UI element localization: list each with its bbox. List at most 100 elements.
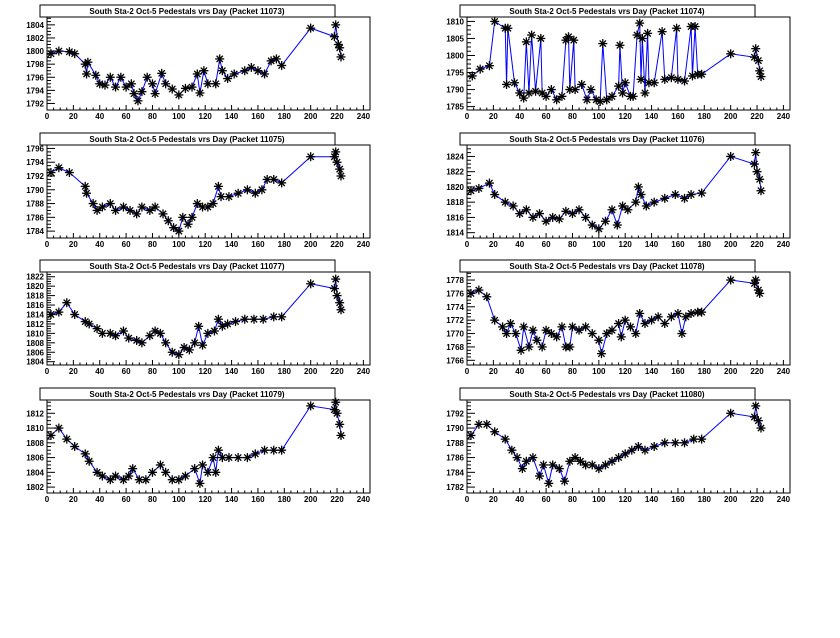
marker-stroke <box>756 67 764 75</box>
data-point <box>132 209 142 219</box>
data-point <box>582 95 592 105</box>
x-tick-label: 20 <box>489 495 498 504</box>
marker-stroke <box>476 65 484 73</box>
x-tick-label: 220 <box>330 112 344 121</box>
data-point <box>636 190 646 200</box>
data-point <box>557 91 567 101</box>
marker-stroke <box>680 77 689 85</box>
data-point <box>199 66 209 76</box>
marker-stroke <box>241 67 249 75</box>
y-tick-label: 1794 <box>26 86 44 95</box>
data-point <box>537 342 547 352</box>
marker-stroke <box>661 194 669 202</box>
data-point <box>209 326 219 336</box>
marker-stroke <box>727 152 735 161</box>
marker-stroke <box>527 31 536 39</box>
y-tick-label: 1810 <box>26 329 44 338</box>
data-point <box>217 66 227 76</box>
data-point <box>607 205 617 215</box>
x-tick-label: 80 <box>148 495 157 504</box>
marker-stroke <box>467 431 475 440</box>
data-point <box>546 329 556 339</box>
y-tick-label: 1802 <box>26 34 44 43</box>
marker-stroke <box>595 336 603 344</box>
data-point <box>46 49 56 59</box>
data-point <box>150 202 160 212</box>
marker-stroke <box>98 203 106 211</box>
marker-stroke <box>93 206 101 215</box>
data-point <box>690 22 700 32</box>
data-point <box>198 460 208 470</box>
data-point <box>82 188 92 198</box>
marker-stroke <box>169 224 178 232</box>
data-point <box>240 66 250 76</box>
marker-stroke <box>756 289 764 298</box>
x-tick-label: 240 <box>777 240 791 249</box>
data-point <box>657 27 667 37</box>
y-tick-label: 1792 <box>26 99 44 108</box>
data-point <box>628 91 638 101</box>
marker-stroke <box>467 187 475 195</box>
x-tick-label: 120 <box>199 112 213 121</box>
data-point <box>336 430 346 440</box>
data-point <box>596 349 606 359</box>
data-point <box>331 274 341 284</box>
data-point <box>753 416 763 426</box>
data-point <box>203 328 213 338</box>
marker-stroke <box>549 461 557 469</box>
marker-stroke <box>558 323 566 331</box>
data-point <box>749 159 759 169</box>
data-point <box>561 206 571 216</box>
data-point <box>490 315 500 325</box>
data-point <box>618 201 628 211</box>
marker-stroke <box>568 209 577 218</box>
data-point <box>137 87 147 97</box>
marker-stroke <box>63 299 71 307</box>
marker-stroke <box>214 315 222 323</box>
data-point <box>467 71 477 81</box>
data-point <box>336 171 346 181</box>
marker-stroke <box>564 33 573 41</box>
x-tick-label: 100 <box>172 112 186 121</box>
data-point <box>80 449 90 459</box>
data-point <box>524 342 534 352</box>
data-point <box>552 95 562 105</box>
y-tick-label: 1768 <box>446 343 464 352</box>
marker-stroke <box>336 44 344 52</box>
series-line <box>470 152 762 230</box>
data-point <box>105 199 115 209</box>
data-point <box>512 453 522 463</box>
marker-stroke <box>101 81 109 89</box>
data-point <box>187 82 197 92</box>
x-tick-label: 180 <box>698 367 712 376</box>
marker-stroke <box>270 446 278 454</box>
y-tick-label: 1772 <box>446 316 464 325</box>
y-tick-label: 1790 <box>446 424 464 433</box>
marker-stroke <box>504 24 512 32</box>
marker-stroke <box>216 55 224 63</box>
data-point <box>482 292 492 302</box>
x-tick-label: 180 <box>698 240 712 249</box>
marker-stroke <box>333 291 341 300</box>
data-point <box>581 322 591 332</box>
x-tick-label: 40 <box>95 240 104 249</box>
x-tick-label: 240 <box>777 495 791 504</box>
marker-stroke <box>641 446 649 454</box>
marker-stroke <box>647 316 656 324</box>
marker-stroke <box>468 72 476 80</box>
marker-stroke <box>162 339 170 347</box>
marker-stroke <box>138 88 146 96</box>
data-point <box>70 309 80 319</box>
x-tick-label: 100 <box>172 240 186 249</box>
data-point <box>633 182 643 192</box>
marker-stroke <box>251 189 259 197</box>
data-point <box>147 467 157 477</box>
data-point <box>198 340 208 350</box>
x-tick-label: 20 <box>69 112 78 121</box>
data-point <box>215 54 225 64</box>
marker-stroke <box>520 323 528 331</box>
marker-stroke <box>278 313 286 321</box>
x-tick-label: 140 <box>645 240 659 249</box>
marker-stroke <box>542 92 550 100</box>
y-tick-label: 1800 <box>26 47 44 56</box>
